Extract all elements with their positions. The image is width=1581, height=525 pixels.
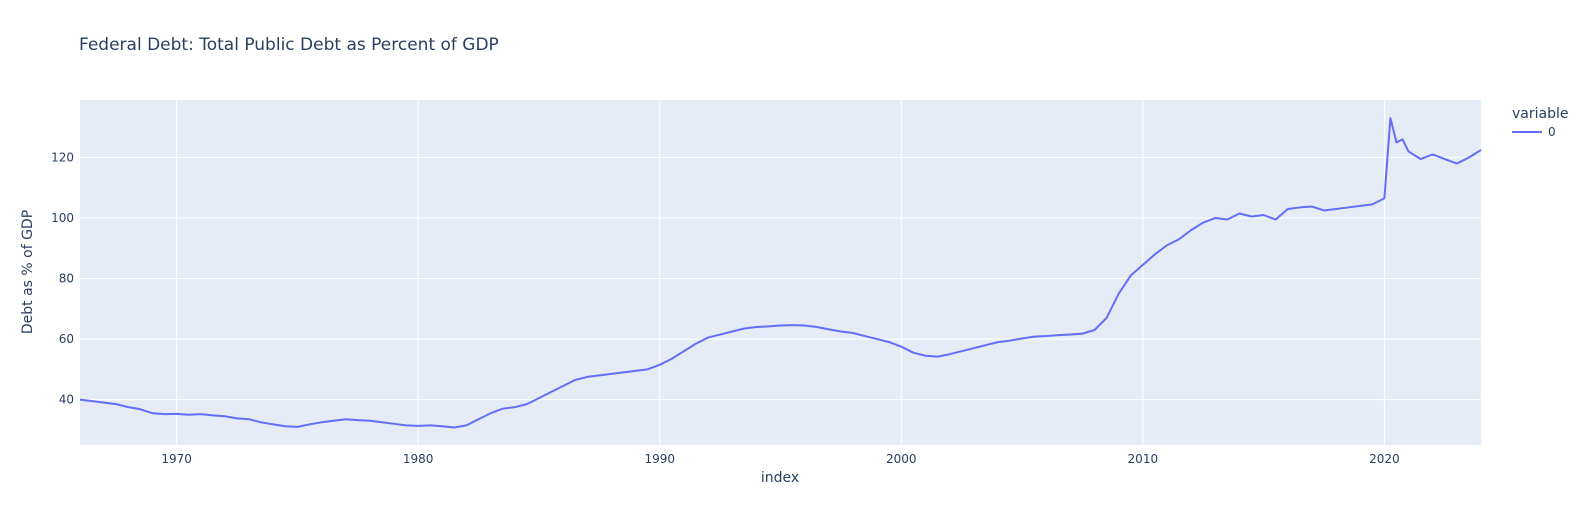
x-tick-label: 1970 [161,452,192,466]
x-tick-label: 1990 [644,452,675,466]
y-tick-label: 120 [51,151,74,165]
y-tick-label: 40 [59,393,74,407]
x-axis-label: index [761,470,799,486]
y-gridlines [80,157,1481,401]
y-axis-label: Debt as % of GDP [20,210,36,334]
series-line-0[interactable] [79,117,1482,429]
y-tick-label: 80 [59,272,74,286]
y-tick-labels: 40 60 80 100 120 [51,151,74,407]
series-layer [79,117,1482,429]
chart-title: Federal Debt: Total Public Debt as Perce… [79,35,499,55]
x-tick-label: 2020 [1369,452,1400,466]
y-tick-label: 100 [51,211,74,225]
x-tick-label: 2010 [1128,452,1159,466]
legend[interactable]: variable 0 [1512,106,1568,139]
x-tick-label: 1980 [403,452,434,466]
x-tick-labels: 1970 1980 1990 2000 2010 2020 [161,452,1399,466]
plot-background [80,100,1481,445]
x-tick-label: 2000 [886,452,917,466]
legend-series-label: 0 [1548,125,1556,139]
y-tick-label: 60 [59,332,74,346]
legend-title: variable [1512,106,1568,122]
